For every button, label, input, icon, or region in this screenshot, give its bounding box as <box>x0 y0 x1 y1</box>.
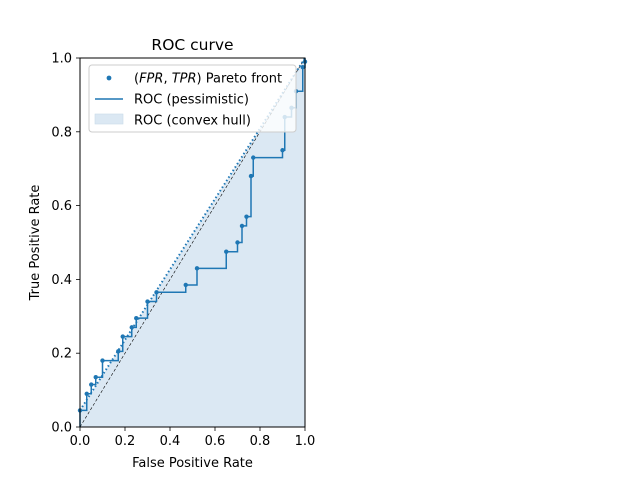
x-axis-label: False Positive Rate <box>132 456 253 471</box>
pareto-point-14 <box>235 240 240 245</box>
axes-frame <box>79 57 306 428</box>
pareto-point-11 <box>183 282 188 288</box>
legend-hull-label: ROC (convex hull) <box>134 114 251 129</box>
legend-hull-patch <box>94 113 124 125</box>
pareto-point-16 <box>244 214 249 219</box>
pareto-point-8 <box>134 315 139 321</box>
chart-title: ROC curve <box>151 36 233 54</box>
pareto-point-1 <box>84 391 89 396</box>
x-tick-label: 0.8 <box>250 434 271 449</box>
y-axis-ticks: 0.0 0.2 0.4 0.6 0.8 1.0 <box>51 52 80 436</box>
pareto-point-12 <box>194 266 200 271</box>
legend: (FPR, TPR) Pareto front ROC (pessimistic… <box>88 64 297 133</box>
y-axis-label: True Positive Rate <box>28 185 43 302</box>
pareto-point-23 <box>300 65 305 70</box>
pareto-point-3 <box>93 374 98 380</box>
pareto-point-2 <box>89 382 94 387</box>
pareto-point-5 <box>116 349 121 354</box>
x-tick-label: 0.0 <box>70 434 91 449</box>
pareto-point-18 <box>251 155 256 160</box>
legend-pessimistic-label: ROC (pessimistic) <box>134 93 249 108</box>
x-tick-label: 0.6 <box>205 434 226 449</box>
x-tick-label: 0.4 <box>160 434 181 449</box>
y-tick-label: 0.4 <box>51 273 72 288</box>
legend-pareto-label: (FPR, TPR) Pareto front <box>134 72 282 87</box>
y-tick-label: 0.0 <box>51 421 72 436</box>
pareto-point-9 <box>145 299 150 304</box>
pareto-point-10 <box>154 290 159 295</box>
y-tick-label: 0.6 <box>51 199 72 214</box>
pareto-point-19 <box>280 148 285 153</box>
pareto-point-7 <box>129 325 134 330</box>
pareto-point-13 <box>224 249 229 254</box>
x-axis-ticks: 0.0 0.2 0.4 0.6 0.8 1.0 <box>70 427 316 449</box>
y-tick-label: 1.0 <box>51 52 72 67</box>
x-tick-label: 1.0 <box>295 434 316 449</box>
pareto-point-15 <box>239 223 245 229</box>
y-tick-label: 0.2 <box>51 347 72 362</box>
legend-box <box>88 64 297 133</box>
pareto-point-6 <box>120 334 125 339</box>
x-tick-label: 0.2 <box>115 434 136 449</box>
pareto-point-4 <box>100 358 105 363</box>
pareto-point-17 <box>248 173 254 179</box>
legend-pareto-marker <box>106 75 112 81</box>
y-tick-label: 0.8 <box>51 125 72 140</box>
